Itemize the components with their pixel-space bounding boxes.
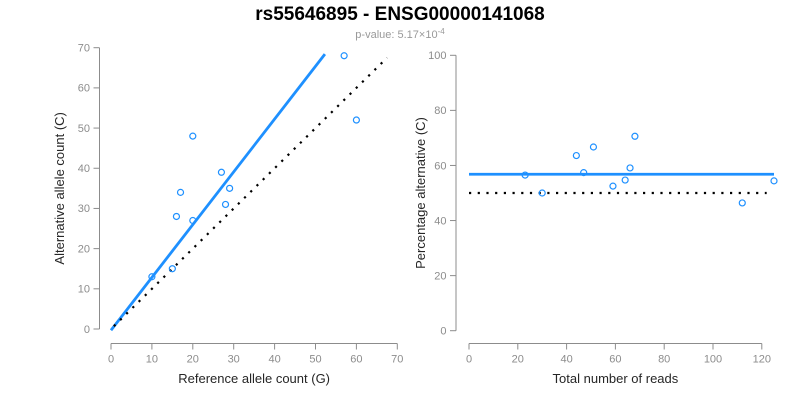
data-point xyxy=(538,189,546,197)
data-point xyxy=(589,143,598,151)
y-tick-label: 50 xyxy=(78,123,90,135)
y-tick-label: 40 xyxy=(78,163,90,175)
x-tick-label: 40 xyxy=(560,354,572,366)
data-point xyxy=(221,200,230,209)
x-tick-label: 120 xyxy=(753,354,771,366)
data-point xyxy=(168,265,176,273)
percentage-reads-chart: 0 20 40 60 80 100 0 20 40 60 80 100 120 Total number … xyxy=(413,50,778,386)
data-point xyxy=(189,216,197,225)
y-axis-title: Alternative allele count (C) xyxy=(52,112,67,264)
y-tick-label: 40 xyxy=(434,215,446,227)
data-point xyxy=(226,184,234,192)
y-tick-label: 30 xyxy=(78,203,90,215)
data-point xyxy=(148,273,156,281)
y-tick-label: 0 xyxy=(84,324,90,336)
x-tick-label: 80 xyxy=(658,354,670,366)
y-tick-label: 20 xyxy=(434,270,446,282)
y-tick-label: 10 xyxy=(78,284,90,296)
y-tick-label: 70 xyxy=(78,43,90,55)
pvalue-label: p-value: 5.17×10 xyxy=(355,29,438,41)
x-tick-label: 50 xyxy=(309,354,321,366)
data-point xyxy=(521,171,529,179)
identity-line xyxy=(113,56,388,327)
x-tick-label: 20 xyxy=(512,354,524,366)
x-tick-label: 70 xyxy=(391,354,403,366)
data-point xyxy=(738,199,746,207)
allele-count-chart: 0 10 20 30 40 50 60 70 0 10 20 30 40 50 60 70 Reference … xyxy=(52,43,403,387)
y-tick-label: 100 xyxy=(428,50,446,62)
x-axis-title: Total number of reads xyxy=(553,371,679,386)
y-tick-label: 20 xyxy=(78,243,90,255)
x-tick-label: 10 xyxy=(146,354,158,366)
x-tick-label: 20 xyxy=(187,354,199,366)
data-point xyxy=(217,168,226,176)
y-tick-label: 80 xyxy=(434,105,446,117)
data-point xyxy=(621,176,629,184)
data-point xyxy=(770,177,778,185)
y-tick-label: 0 xyxy=(440,326,446,338)
y-tick-label: 60 xyxy=(78,83,90,95)
data-point xyxy=(172,212,181,221)
data-point xyxy=(626,164,634,172)
x-tick-label: 60 xyxy=(350,354,362,366)
data-point xyxy=(352,116,360,124)
pvalue-exponent: -4 xyxy=(437,27,445,36)
data-point xyxy=(572,151,580,160)
data-point xyxy=(176,188,185,196)
data-point xyxy=(631,132,639,140)
y-axis-title: Percentage alternative (C) xyxy=(413,117,428,269)
regression-line xyxy=(109,53,327,332)
x-tick-label: 0 xyxy=(466,354,472,366)
figure-subtitle: p-value: 5.17×10-4 xyxy=(0,27,800,41)
data-point xyxy=(340,52,348,60)
x-tick-label: 100 xyxy=(704,354,722,366)
x-axis-title: Reference allele count (G) xyxy=(178,371,330,386)
data-point xyxy=(189,132,197,140)
x-tick-label: 30 xyxy=(228,354,240,366)
x-tick-label: 40 xyxy=(268,354,280,366)
y-tick-label: 60 xyxy=(434,160,446,172)
data-point xyxy=(580,169,588,177)
x-tick-label: 60 xyxy=(609,354,621,366)
data-point xyxy=(609,182,617,190)
x-tick-label: 0 xyxy=(108,354,114,366)
figure-title: rs55646895 - ENSG00000141068 xyxy=(255,4,545,25)
